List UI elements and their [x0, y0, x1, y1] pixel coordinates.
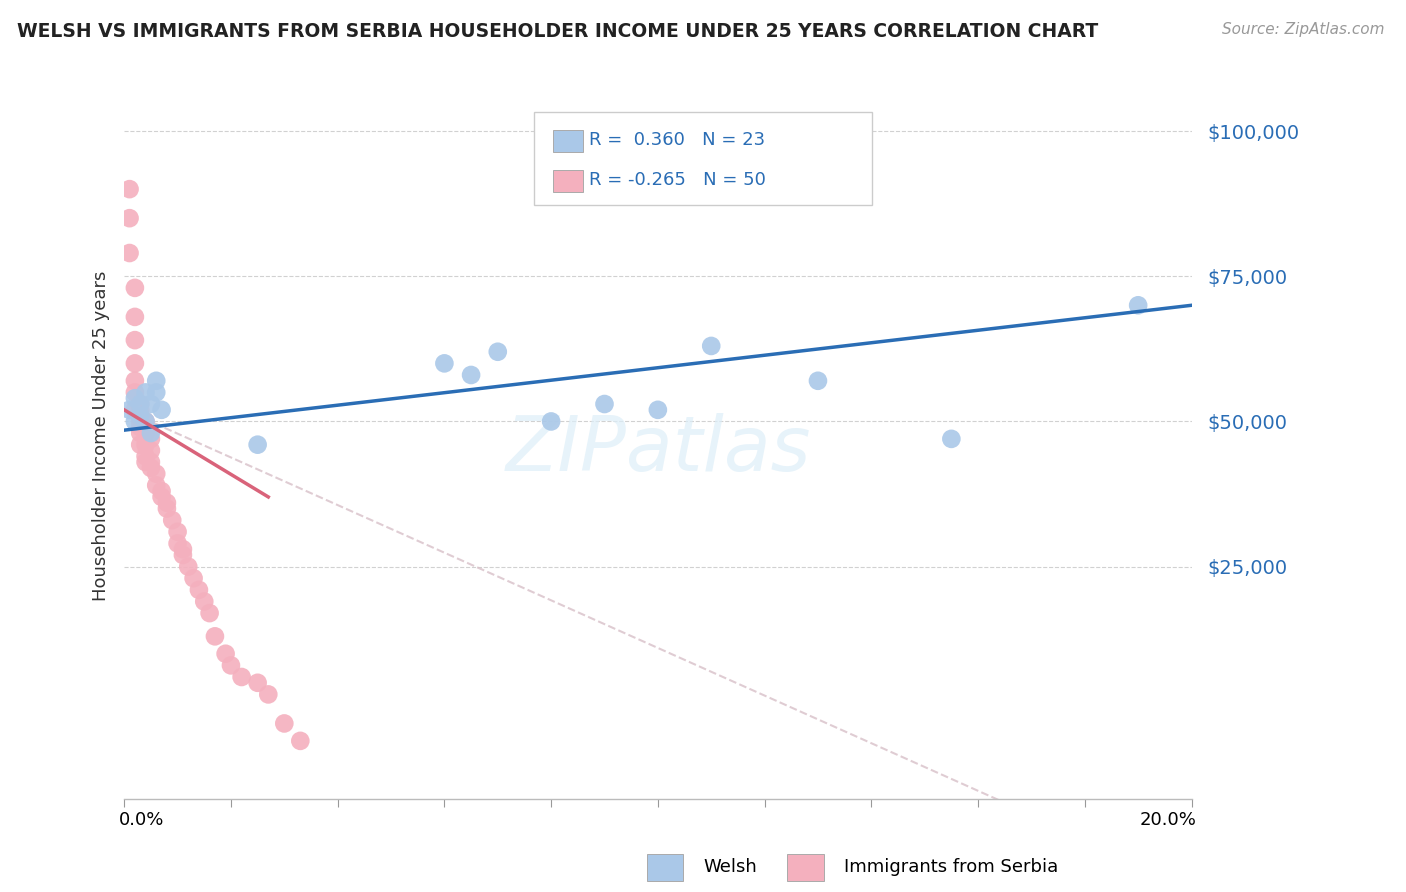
Point [135, 438, 157, 452]
Point [941, 432, 963, 446]
Point [187, 582, 209, 597]
Point [139, 443, 162, 458]
Text: 0.0%: 0.0% [120, 811, 165, 829]
Point [433, 356, 456, 370]
Point [135, 425, 157, 440]
Point [124, 310, 146, 324]
Point [129, 420, 152, 434]
Point [139, 397, 162, 411]
Point [198, 606, 221, 620]
Point [129, 409, 152, 423]
Point [246, 438, 269, 452]
Point [166, 536, 188, 550]
Point [156, 496, 179, 510]
Point [129, 397, 152, 411]
Point [183, 571, 205, 585]
Point [156, 501, 179, 516]
Point [145, 467, 167, 481]
Point [145, 374, 167, 388]
Point [273, 716, 295, 731]
Point [139, 432, 162, 446]
Text: WELSH VS IMMIGRANTS FROM SERBIA HOUSEHOLDER INCOME UNDER 25 YEARS CORRELATION CH: WELSH VS IMMIGRANTS FROM SERBIA HOUSEHOL… [17, 22, 1098, 41]
Point [540, 414, 562, 428]
Point [150, 490, 173, 504]
Point [290, 734, 312, 748]
Point [486, 344, 509, 359]
Point [135, 455, 157, 469]
Point [135, 414, 157, 428]
Point [124, 356, 146, 370]
Point [129, 402, 152, 417]
Point [135, 385, 157, 400]
Point [124, 391, 146, 405]
Point [647, 402, 669, 417]
Text: Immigrants from Serbia: Immigrants from Serbia [844, 858, 1057, 876]
Point [246, 675, 269, 690]
Point [135, 414, 157, 428]
Point [162, 513, 184, 527]
Point [150, 402, 173, 417]
Point [124, 281, 146, 295]
Point [1126, 298, 1149, 312]
Point [193, 594, 215, 608]
Point [150, 484, 173, 499]
Point [145, 385, 167, 400]
Text: 20.0%: 20.0% [1140, 811, 1197, 829]
Point [139, 461, 162, 475]
Point [177, 559, 200, 574]
Point [118, 402, 141, 417]
Point [129, 409, 152, 423]
Point [129, 425, 152, 440]
Point [118, 246, 141, 260]
Point [172, 548, 194, 562]
Text: R =  0.360   N = 23: R = 0.360 N = 23 [589, 131, 765, 149]
Point [166, 524, 188, 539]
Point [139, 425, 162, 440]
Point [219, 658, 242, 673]
Point [172, 542, 194, 557]
Point [118, 211, 141, 226]
Point [124, 333, 146, 347]
Point [204, 629, 226, 643]
Point [124, 414, 146, 428]
Text: Welsh: Welsh [703, 858, 756, 876]
Text: Source: ZipAtlas.com: Source: ZipAtlas.com [1222, 22, 1385, 37]
Point [139, 455, 162, 469]
Point [593, 397, 616, 411]
Point [135, 450, 157, 464]
Y-axis label: Householder Income Under 25 years: Householder Income Under 25 years [93, 271, 110, 601]
Point [257, 687, 280, 701]
Point [231, 670, 253, 684]
Point [129, 397, 152, 411]
Point [460, 368, 482, 382]
Text: ZIPatlas: ZIPatlas [505, 414, 810, 488]
Point [124, 385, 146, 400]
Point [124, 402, 146, 417]
Point [129, 438, 152, 452]
Point [700, 339, 723, 353]
Point [807, 374, 830, 388]
Point [124, 374, 146, 388]
Point [145, 478, 167, 492]
Point [214, 647, 236, 661]
Text: R = -0.265   N = 50: R = -0.265 N = 50 [589, 170, 766, 188]
Point [118, 182, 141, 196]
Point [129, 414, 152, 428]
